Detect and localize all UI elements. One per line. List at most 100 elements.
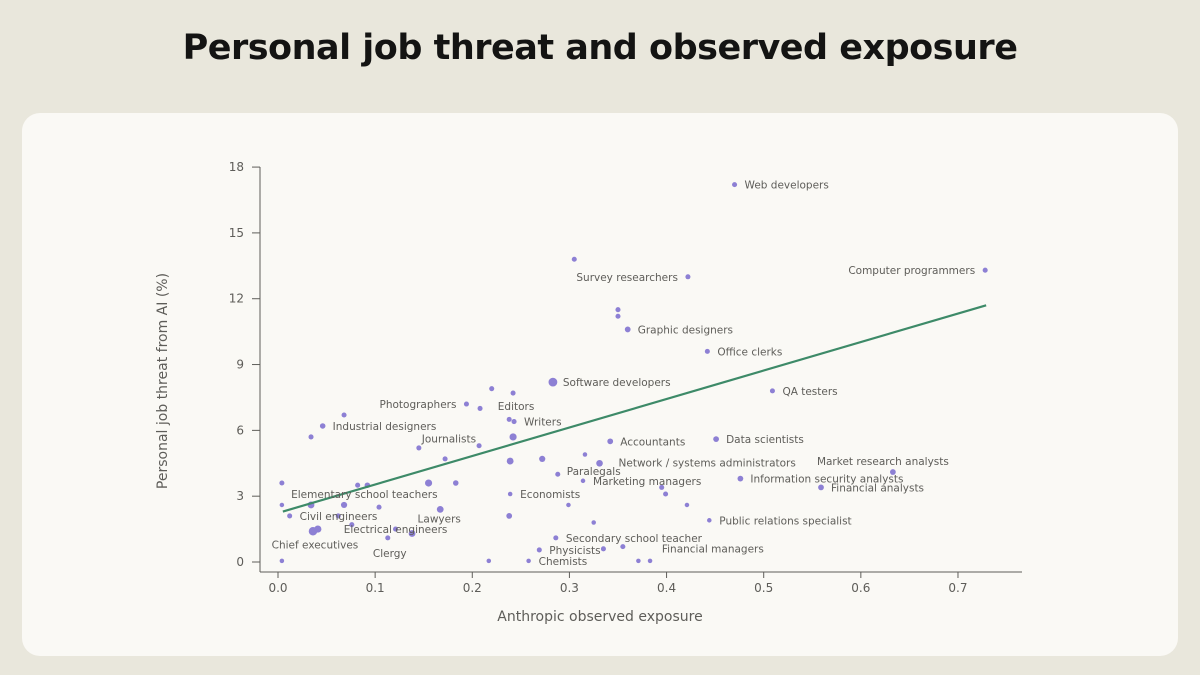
data-point bbox=[566, 502, 571, 508]
point-label: Clergy bbox=[373, 548, 407, 560]
data-point bbox=[526, 558, 531, 564]
y-tick-label: 0 bbox=[236, 555, 244, 569]
point-label: Economists bbox=[520, 489, 580, 501]
data-point bbox=[376, 504, 382, 510]
data-point bbox=[507, 491, 513, 497]
point-label: Industrial designers bbox=[333, 421, 437, 433]
trend-line bbox=[282, 304, 987, 513]
data-point bbox=[463, 401, 469, 407]
data-point bbox=[818, 484, 824, 491]
point-label: Network / systems administrators bbox=[619, 457, 796, 469]
data-point bbox=[442, 456, 448, 462]
data-point bbox=[279, 502, 285, 508]
y-tick-label: 12 bbox=[229, 292, 244, 306]
point-label: Office clerks bbox=[717, 346, 782, 358]
point-label: Financial analysts bbox=[831, 482, 924, 494]
data-point bbox=[511, 419, 517, 425]
point-label: Marketing managers bbox=[593, 476, 701, 488]
data-point bbox=[663, 491, 669, 497]
data-point bbox=[737, 475, 744, 482]
data-point bbox=[279, 558, 285, 564]
y-tick-label: 3 bbox=[236, 489, 244, 503]
point-label: Market research analysts bbox=[817, 456, 949, 468]
data-point bbox=[308, 527, 318, 536]
x-tick-label: 0.4 bbox=[657, 581, 676, 595]
point-label: Computer programmers bbox=[848, 265, 975, 277]
x-tick-label: 0.0 bbox=[268, 581, 287, 595]
point-label: Software developers bbox=[563, 377, 671, 389]
data-point bbox=[769, 388, 775, 394]
data-point bbox=[489, 386, 495, 392]
data-point bbox=[615, 313, 621, 319]
data-point bbox=[476, 443, 482, 449]
data-point bbox=[732, 182, 738, 188]
data-point bbox=[452, 480, 459, 486]
point-label: Public relations specialist bbox=[719, 515, 851, 527]
data-point bbox=[308, 434, 314, 440]
data-point bbox=[685, 274, 691, 280]
x-tick-label: 0.5 bbox=[754, 581, 773, 595]
data-point bbox=[615, 307, 621, 313]
point-label: Journalists bbox=[421, 434, 476, 446]
data-point bbox=[340, 501, 348, 509]
point-label: Information security analysts bbox=[750, 474, 903, 486]
data-point bbox=[684, 502, 690, 508]
x-axis-label: Anthropic observed exposure bbox=[497, 609, 702, 625]
point-label: Electrical engineers bbox=[344, 524, 448, 536]
data-point bbox=[279, 480, 285, 486]
data-point bbox=[591, 520, 596, 525]
data-point bbox=[707, 518, 712, 523]
data-point bbox=[335, 513, 341, 519]
point-label: Secondary school teacher bbox=[566, 533, 703, 545]
data-point bbox=[607, 438, 614, 445]
data-point bbox=[624, 326, 631, 333]
x-tick-label: 0.7 bbox=[948, 581, 967, 595]
data-point bbox=[555, 471, 561, 477]
data-point bbox=[890, 469, 896, 475]
data-point bbox=[319, 423, 326, 429]
y-axis-label: Personal job threat from AI (%) bbox=[155, 273, 171, 489]
x-tick-label: 0.3 bbox=[560, 581, 579, 595]
data-point bbox=[393, 526, 399, 532]
point-label: Financial managers bbox=[662, 544, 764, 556]
x-tick-label: 0.2 bbox=[463, 581, 482, 595]
data-point bbox=[506, 457, 514, 465]
y-tick-label: 15 bbox=[229, 226, 244, 240]
point-label: Editors bbox=[498, 401, 535, 413]
data-point bbox=[553, 535, 559, 541]
data-point bbox=[620, 544, 626, 550]
data-point bbox=[582, 452, 588, 457]
point-label: Data scientists bbox=[726, 434, 804, 446]
point-label: Elementary school teachers bbox=[291, 489, 437, 501]
data-point bbox=[477, 405, 483, 411]
data-point bbox=[713, 436, 719, 443]
point-label: Paralegals bbox=[567, 466, 621, 478]
data-point bbox=[408, 530, 416, 537]
x-tick-label: 0.1 bbox=[366, 581, 385, 595]
data-point bbox=[287, 513, 293, 519]
data-point bbox=[982, 267, 988, 273]
point-label: Photographers bbox=[380, 399, 457, 411]
point-label: Civil engineers bbox=[300, 511, 378, 523]
data-point bbox=[424, 479, 433, 487]
data-point bbox=[509, 433, 517, 441]
y-tick-label: 6 bbox=[236, 423, 244, 437]
data-point bbox=[385, 535, 391, 541]
chart-card bbox=[22, 113, 1178, 656]
point-label: Accountants bbox=[620, 436, 685, 448]
data-point bbox=[539, 455, 546, 462]
data-point bbox=[636, 558, 641, 564]
data-point bbox=[416, 445, 422, 451]
point-label: Chemists bbox=[539, 556, 588, 568]
data-point bbox=[536, 547, 542, 553]
x-tick-label: 0.6 bbox=[851, 581, 870, 595]
y-tick-label: 9 bbox=[236, 358, 244, 372]
data-point bbox=[647, 558, 653, 564]
point-label: Lawyers bbox=[418, 513, 461, 525]
data-point bbox=[571, 256, 577, 262]
data-point bbox=[659, 484, 665, 490]
point-label: Graphic designers bbox=[638, 324, 733, 336]
point-label: Web developers bbox=[745, 180, 829, 192]
point-label: Writers bbox=[524, 417, 562, 429]
